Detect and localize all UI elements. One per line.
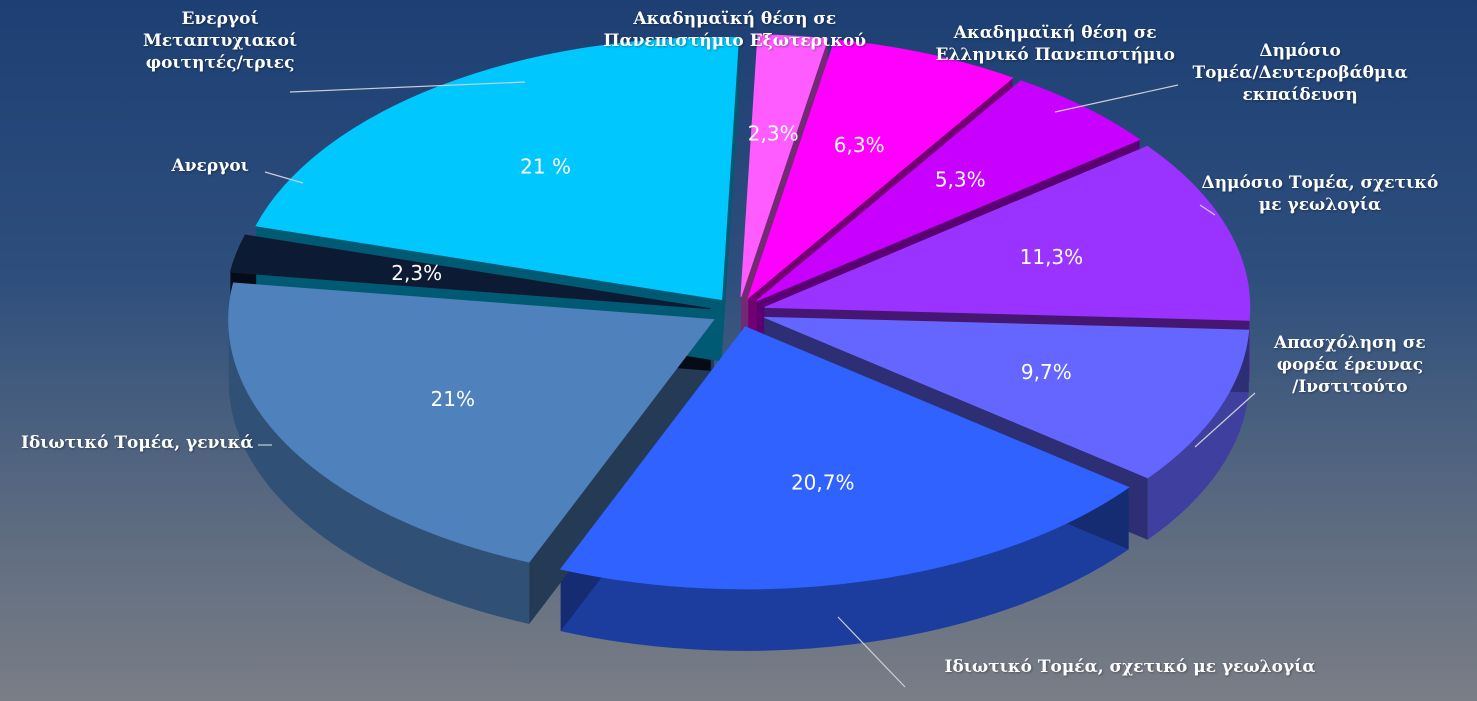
category-label-line: Ανεργοι xyxy=(171,156,249,176)
data-label-8: 21 % xyxy=(520,154,571,178)
category-label-line: Πανεπιστήμιο Εξωτερικού xyxy=(603,31,867,52)
category-label-line: Δημόσιο xyxy=(1259,41,1341,61)
data-label-6: 21% xyxy=(431,387,475,411)
slice-5 xyxy=(559,326,1130,590)
data-label-4: 9,7% xyxy=(1021,360,1072,384)
leader-line-5 xyxy=(837,616,906,688)
category-label-5: Ιδιωτικό Τομέα, σχετικό με γεωλογία xyxy=(945,656,1316,678)
data-labels: 2,3% 6,3% 5,3% 11,3% 9,7% 20,7% 21% 2,3% 21 % xyxy=(391,122,1083,495)
slice-1 xyxy=(747,39,1014,300)
data-label-0: 2,3% xyxy=(748,122,799,146)
category-label-line: Ακαδημαϊκή θέση σε xyxy=(633,9,837,29)
category-label-line: Ιδιωτικό Τομέα, σχετικό με γεωλογία xyxy=(944,657,1316,677)
category-label-line: /Ινστιτούτο xyxy=(1292,377,1408,398)
category-label-0: Ακαδημαϊκή θέση σε Πανεπιστήμιο Εξωτερικο… xyxy=(604,8,867,52)
category-label-line: εκπαίδευση xyxy=(1242,85,1358,106)
category-label-line: φοιτητές/τριες xyxy=(145,53,295,74)
data-label-5: 20,7% xyxy=(791,470,855,494)
slice-side-3 xyxy=(1249,307,1250,383)
leader-line-4 xyxy=(1194,392,1256,448)
slice-side-5 xyxy=(560,487,1129,651)
leader-line-2 xyxy=(1054,84,1179,113)
category-label-line: Ελληνικό Πανεπιστήμιο xyxy=(935,45,1175,66)
category-label-1: Ακαδημαϊκή θέση σε Ελληνικό Πανεπιστήμιο xyxy=(936,22,1175,66)
data-label-1: 6,3% xyxy=(834,133,885,157)
category-label-line: με γεωλογία xyxy=(1258,195,1382,216)
category-label-7: Ανεργοι xyxy=(172,155,249,177)
slice-6 xyxy=(228,282,715,563)
leader-lines xyxy=(258,81,1256,688)
leader-line-7 xyxy=(264,171,304,184)
category-label-line: Ακαδημαϊκή θέση σε xyxy=(953,23,1157,43)
category-label-4: Απασχόληση σε φορέα έρευνας/Ινστιτούτο xyxy=(1274,332,1426,398)
category-label-line: Απασχόληση σε xyxy=(1274,333,1426,353)
data-label-2: 5,3% xyxy=(935,167,986,191)
data-label-3: 11,3% xyxy=(1020,245,1084,269)
category-label-8: Ενεργοί Μεταπτυχιακοί φοιτητές/τριες xyxy=(143,8,297,74)
slice-8 xyxy=(255,37,740,301)
leader-line-8 xyxy=(289,81,526,93)
category-label-6: Ιδιωτικό Τομέα, γενικά xyxy=(21,432,253,454)
category-label-3: Δημόσιο Τομέα, σχετικό με γεωλογία xyxy=(1202,172,1439,216)
category-label-line: Τομέα/Δευτεροβάθμια xyxy=(1192,63,1408,84)
category-label-line: Ιδιωτικό Τομέα, γενικά xyxy=(21,433,254,453)
slice-2 xyxy=(756,80,1141,302)
leader-line-3 xyxy=(1199,204,1216,216)
category-label-line: Ενεργοί xyxy=(181,9,259,29)
slice-4 xyxy=(764,316,1250,479)
slice-7 xyxy=(229,234,711,310)
category-label-line: Μεταπτυχιακοί xyxy=(143,31,298,52)
category-label-2: Δημόσιο Τομέα/Δευτεροβάθμια εκπαίδευση xyxy=(1193,40,1408,106)
category-label-line: φορέα έρευνας xyxy=(1276,355,1424,376)
pie-top-faces xyxy=(228,34,1251,590)
slice-wall-8-1 xyxy=(721,37,739,362)
slice-3 xyxy=(764,145,1251,321)
data-label-7: 2,3% xyxy=(391,261,442,285)
slice-side-6 xyxy=(228,319,530,624)
slice-wall-6-0 xyxy=(529,319,714,624)
slice-0 xyxy=(740,34,829,297)
category-label-line: Δημόσιο Τομέα, σχετικό xyxy=(1201,173,1439,193)
